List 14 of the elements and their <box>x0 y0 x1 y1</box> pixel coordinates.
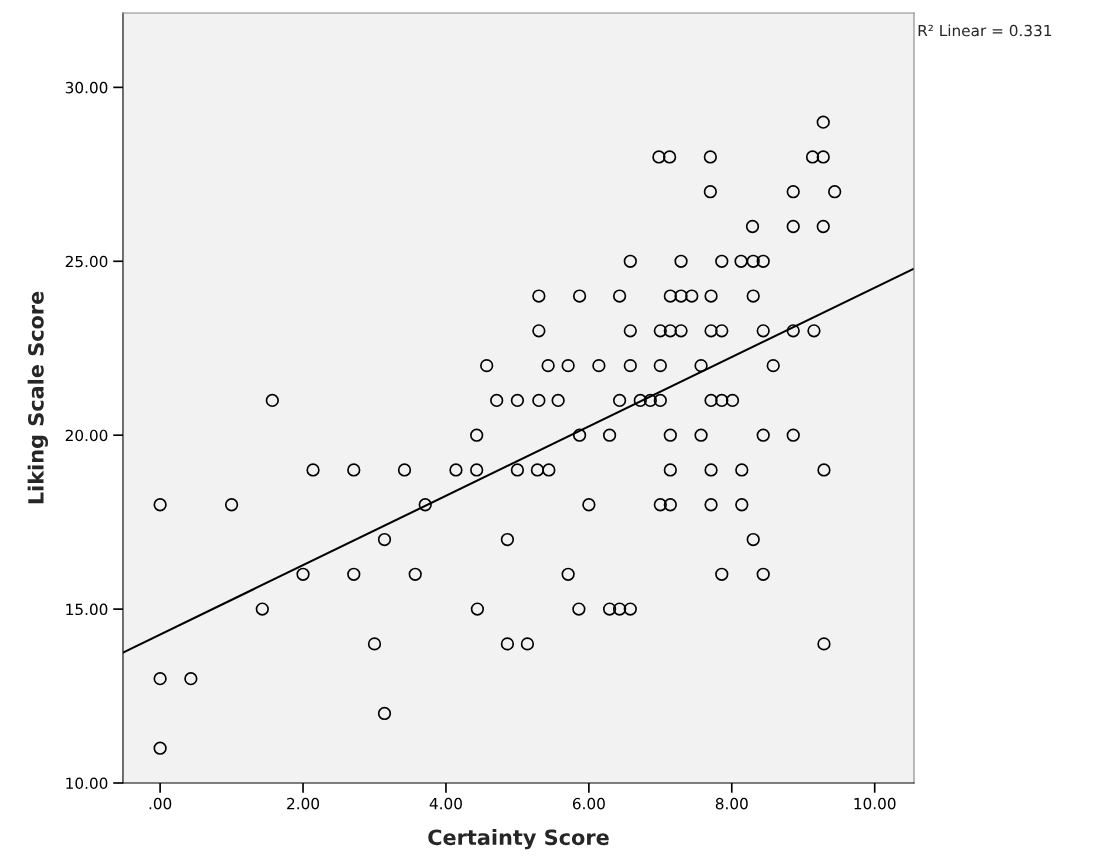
x-tick-label: 10.00 <box>854 797 896 810</box>
x-tick-label: 4.00 <box>429 797 462 810</box>
x-tick-label: .00 <box>149 797 172 810</box>
y-tick-label: 10.00 <box>66 777 108 790</box>
y-tick-label: 20.00 <box>65 429 108 442</box>
text: R² Linear = 0.331 <box>918 24 1052 37</box>
x-tick-label: 6.00 <box>572 797 605 810</box>
y-tick-label: 25.00 <box>65 255 108 268</box>
y-tick-label: 30.00 <box>65 81 108 94</box>
y-axis-title: Liking Scale Score <box>27 291 48 504</box>
x-tick-label: 8.00 <box>715 797 748 810</box>
y-tick-label: 15.00 <box>66 603 108 616</box>
x-tick-label: 2.00 <box>287 797 320 810</box>
x-axis-title: Certainty Score <box>428 829 609 850</box>
